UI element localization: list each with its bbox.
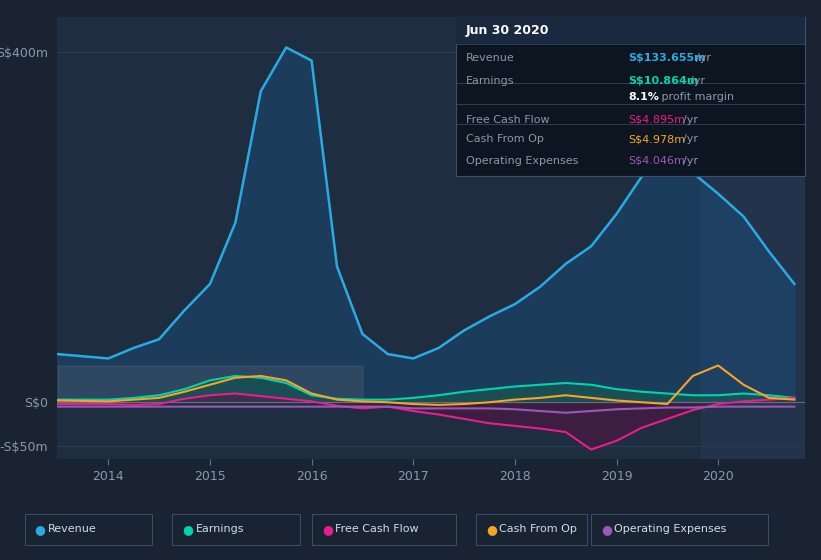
Text: Cash From Op: Cash From Op [466,134,544,144]
Text: ●: ● [322,522,333,536]
Text: Free Cash Flow: Free Cash Flow [335,524,419,534]
Text: /yr: /yr [683,115,699,125]
Bar [701,17,805,459]
Text: Jun 30 2020: Jun 30 2020 [466,24,549,36]
Text: profit margin: profit margin [658,92,734,102]
Text: 8.1%: 8.1% [628,92,659,102]
Text: ●: ● [182,522,193,536]
Text: /yr: /yr [696,53,711,63]
Text: Operating Expenses: Operating Expenses [466,156,578,166]
Text: /yr: /yr [690,76,704,86]
Text: Operating Expenses: Operating Expenses [614,524,727,534]
Text: Revenue: Revenue [48,524,96,534]
Text: Cash From Op: Cash From Op [499,524,577,534]
Text: S$133.655m: S$133.655m [628,53,706,63]
Text: Earnings: Earnings [466,76,514,86]
Text: Free Cash Flow: Free Cash Flow [466,115,549,125]
Text: ●: ● [601,522,612,536]
Text: S$4.895m: S$4.895m [628,115,685,125]
Text: ●: ● [34,522,45,536]
Text: /yr: /yr [683,134,699,144]
Text: /yr: /yr [683,156,699,166]
Text: S$4.978m: S$4.978m [628,134,686,144]
Text: Earnings: Earnings [195,524,244,534]
Text: ●: ● [486,522,497,536]
Text: S$10.864m: S$10.864m [628,76,699,86]
Text: S$4.046m: S$4.046m [628,156,685,166]
Text: Revenue: Revenue [466,53,514,63]
